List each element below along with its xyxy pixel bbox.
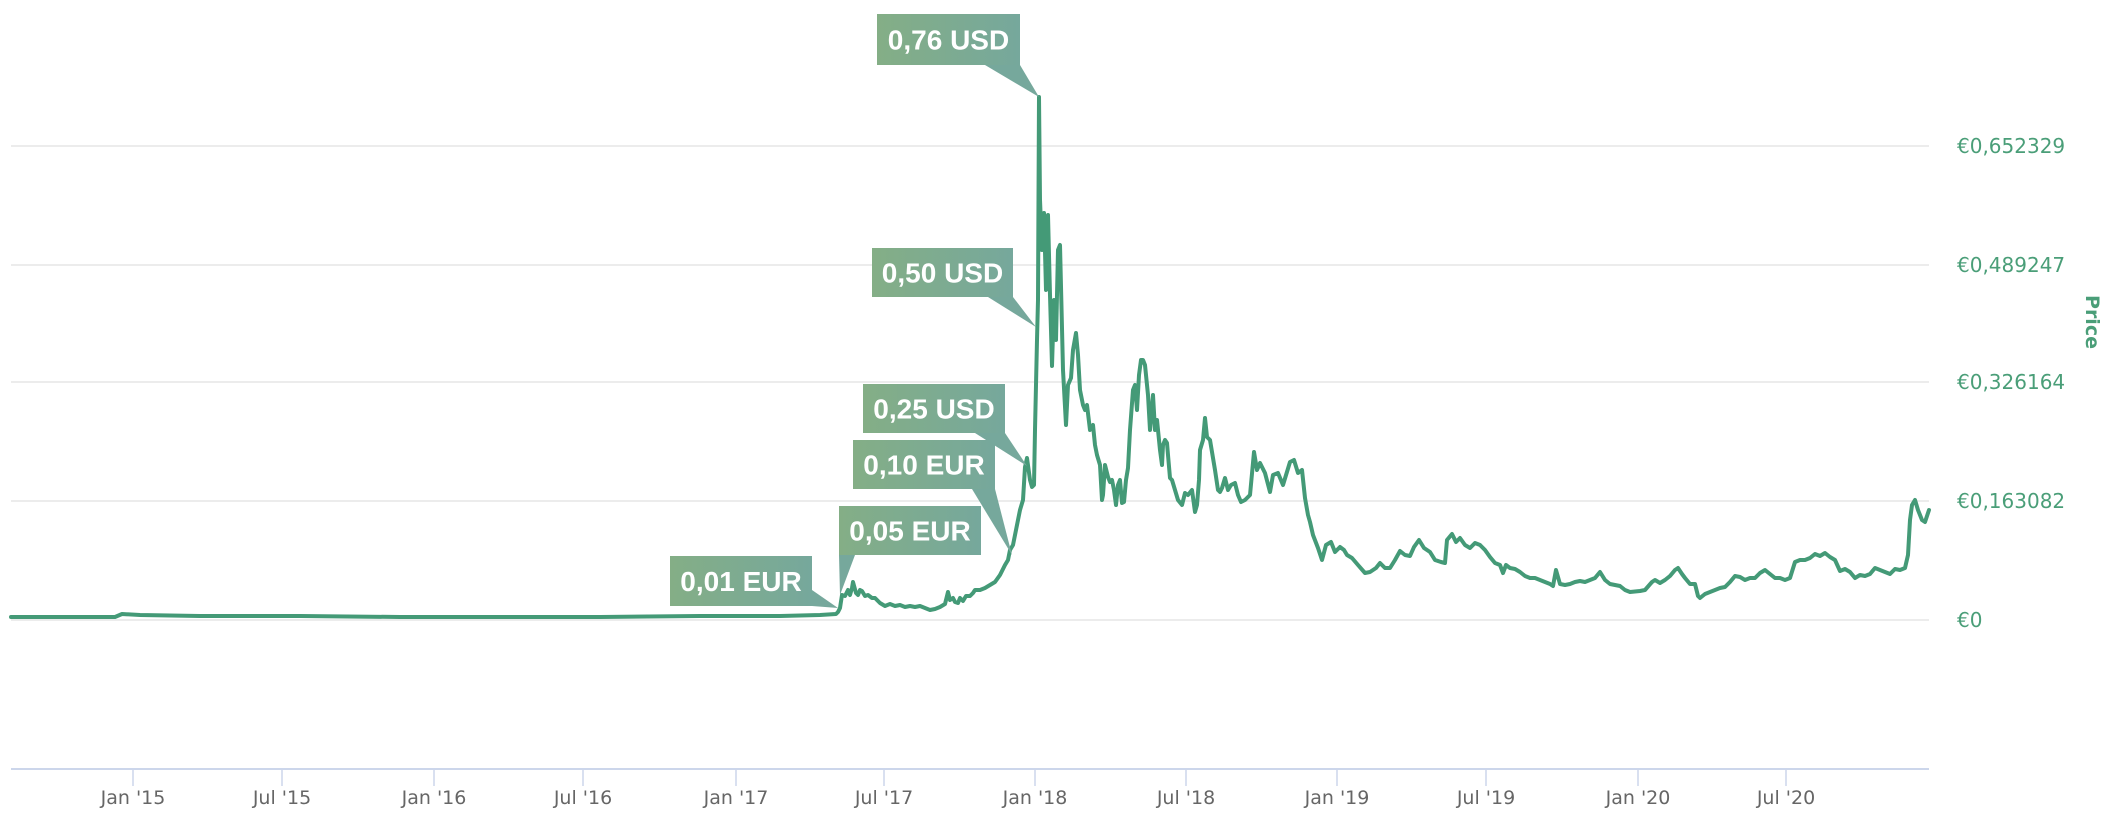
- callout-text: 0,01 EUR: [680, 566, 801, 597]
- x-tick-label: Jan '17: [703, 787, 769, 809]
- callout-pointer: [972, 489, 1012, 555]
- callout-box: [853, 440, 995, 489]
- x-tick-label: Jul '18: [1156, 787, 1215, 809]
- x-tick-label: Jul '17: [854, 787, 913, 809]
- x-tick-label: Jul '20: [1756, 787, 1815, 809]
- callout-pointer: [988, 297, 1036, 327]
- callout-box: [863, 384, 1005, 433]
- callout-box: [877, 14, 1020, 65]
- y-tick-label: €0,489247: [1957, 253, 2065, 277]
- x-tick-label: Jul '16: [553, 787, 612, 809]
- callout-text: 0,50 USD: [882, 258, 1003, 289]
- price-callouts: 0,76 USD 0,50 USD 0,25 USD 0,10 EUR 0,05 EUR…: [670, 14, 1039, 608]
- callout-text: 0,05 EUR: [849, 516, 970, 547]
- callout-label: 0,01 EUR: [670, 556, 838, 608]
- callout-text: 0,10 EUR: [863, 450, 984, 481]
- x-tick-label: Jan '16: [401, 787, 467, 809]
- callout-pointer: [839, 555, 855, 595]
- callout-box: [670, 556, 812, 606]
- x-tick-label: Jan '18: [1002, 787, 1068, 809]
- price-series-line[interactable]: [9, 95, 1931, 619]
- x-tick-label: Jan '19: [1304, 787, 1370, 809]
- y-axis-title: Price: [2081, 295, 2103, 349]
- callout-label: 0,05 EUR: [839, 506, 981, 595]
- callout-box: [839, 506, 981, 555]
- y-axis-labels: €0,652329 €0,489247 €0,326164 €0,163082 €0: [1957, 134, 2065, 632]
- x-axis: [11, 768, 1929, 786]
- callout-pointer: [985, 65, 1039, 97]
- x-tick-label: Jul '19: [1456, 787, 1515, 809]
- x-axis-labels: Jan '15 Jul '15 Jan '16 Jul '16 Jan '17 Jul '…: [100, 787, 1816, 809]
- callout-label: 0,10 EUR: [853, 440, 1012, 555]
- x-tick-label: Jan '15: [100, 787, 166, 809]
- x-tick-label: Jan '20: [1605, 787, 1671, 809]
- x-tick-label: Jul '15: [252, 787, 311, 809]
- callout-text: 0,76 USD: [888, 25, 1009, 56]
- y-tick-label: €0,163082: [1957, 489, 2065, 513]
- y-tick-label: €0,652329: [1957, 134, 2065, 158]
- callout-text: 0,25 USD: [873, 394, 994, 425]
- y-tick-label: €0,326164: [1957, 370, 2065, 394]
- y-gridlines: [11, 145, 1929, 621]
- y-tick-label: €0: [1957, 608, 1982, 632]
- callout-label: 0,50 USD: [872, 248, 1036, 327]
- callout-label: 0,76 USD: [877, 14, 1039, 97]
- callout-box: [872, 248, 1013, 297]
- callout-label: 0,25 USD: [863, 384, 1027, 466]
- callout-pointer: [812, 590, 838, 608]
